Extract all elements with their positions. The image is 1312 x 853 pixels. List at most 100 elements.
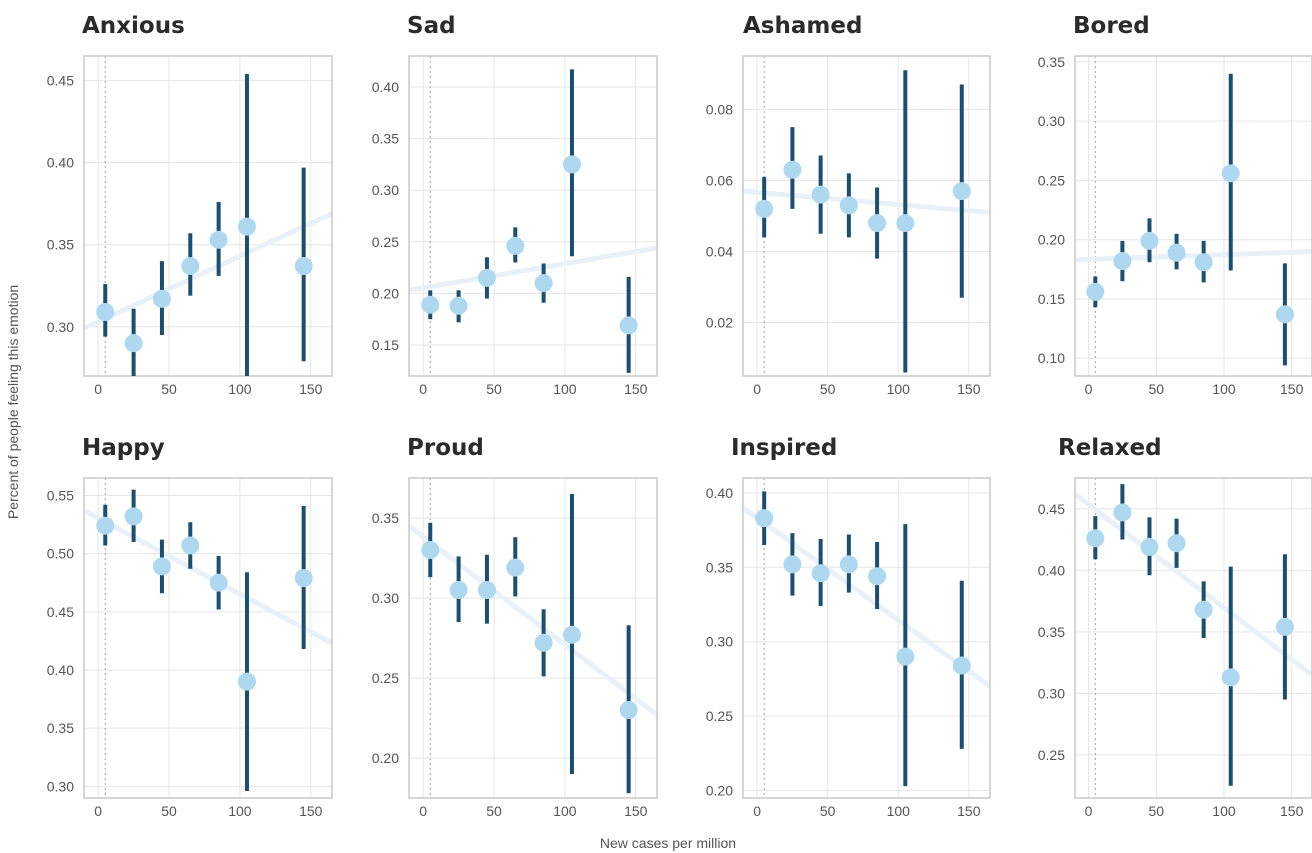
data-point <box>783 160 802 179</box>
panels: 0 50 100 150 0.30 0.35 0.40 0.45 Anxious 0 50 100 15… <box>47 13 1312 819</box>
x-tick-label: 100 <box>1212 803 1236 819</box>
data-point <box>124 507 143 526</box>
x-tick-label: 150 <box>299 381 323 397</box>
panel-title: Bored <box>1073 13 1150 39</box>
x-tick-label: 0 <box>419 803 427 819</box>
x-tick-label: 50 <box>820 803 836 819</box>
y-tick-label: 0.35 <box>372 131 399 147</box>
data-point <box>755 509 774 528</box>
y-tick-label: 0.04 <box>706 244 733 260</box>
y-tick-label: 0.30 <box>47 319 74 335</box>
panel-frame <box>408 55 658 377</box>
data-point <box>896 214 915 233</box>
data-point <box>294 569 313 588</box>
panel-frame <box>408 477 658 799</box>
data-point <box>1113 252 1132 271</box>
x-tick-label: 0 <box>1085 381 1093 397</box>
trend-line <box>1075 249 1312 263</box>
panel-relaxed: 0 50 100 150 0.25 0.30 0.35 0.40 0.45 Relaxed <box>1038 435 1312 819</box>
data-point <box>181 257 200 276</box>
y-tick-label: 0.55 <box>47 487 74 503</box>
x-tick-label: 100 <box>553 381 577 397</box>
x-tick-label: 150 <box>957 803 981 819</box>
data-point <box>1140 231 1159 250</box>
panel-frame <box>1074 477 1312 799</box>
y-tick-label: 0.15 <box>372 337 399 353</box>
y-tick-label: 0.40 <box>1038 562 1065 578</box>
data-point <box>294 257 313 276</box>
panel-title: Inspired <box>731 435 837 461</box>
panel-proud: 0 50 100 150 0.20 0.25 0.30 0.35 Proud <box>372 435 658 819</box>
x-tick-label: 100 <box>228 381 252 397</box>
y-tick-label: 0.06 <box>706 172 733 188</box>
y-tick-label: 0.45 <box>1038 501 1065 517</box>
y-tick-label: 0.40 <box>47 662 74 678</box>
panel-title: Happy <box>82 435 165 461</box>
data-point <box>952 182 971 201</box>
y-tick-label: 0.30 <box>372 590 399 606</box>
y-tick-label: 0.25 <box>1038 172 1065 188</box>
y-tick-label: 0.40 <box>706 485 733 501</box>
panel-happy: 0 50 100 150 0.30 0.35 0.40 0.45 0.50 0.55 Happy <box>47 435 333 819</box>
y-tick-label: 0.20 <box>1038 232 1065 248</box>
data-point <box>839 555 858 574</box>
data-point <box>783 555 802 574</box>
x-axis-label: New cases per million <box>600 835 736 851</box>
data-point <box>534 633 553 652</box>
x-tick-label: 0 <box>94 381 102 397</box>
panel-title: Sad <box>407 13 456 39</box>
y-tick-label: 0.20 <box>706 783 733 799</box>
data-point <box>562 625 581 644</box>
data-point <box>562 155 581 174</box>
data-point <box>1167 534 1186 553</box>
x-tick-label: 100 <box>1212 381 1236 397</box>
data-point <box>449 296 468 315</box>
data-point <box>237 672 256 691</box>
data-point <box>1086 282 1105 301</box>
panel-frame <box>742 477 991 799</box>
x-tick-label: 150 <box>624 381 648 397</box>
data-point <box>896 647 915 666</box>
y-tick-label: 0.30 <box>706 634 733 650</box>
x-tick-label: 50 <box>486 381 502 397</box>
y-tick-label: 0.30 <box>1038 685 1065 701</box>
x-tick-label: 100 <box>553 803 577 819</box>
data-point <box>868 214 887 233</box>
data-point <box>811 564 830 583</box>
y-tick-label: 0.02 <box>706 315 733 331</box>
panel-bored: 0 50 100 150 0.10 0.15 0.20 0.25 0.30 0.35 Bored <box>1038 13 1312 397</box>
data-point <box>1194 253 1213 272</box>
y-tick-label: 0.35 <box>47 237 74 253</box>
data-point <box>868 567 887 586</box>
trend-line <box>409 245 657 293</box>
data-point <box>96 516 115 535</box>
x-tick-label: 100 <box>228 803 252 819</box>
data-point <box>477 581 496 599</box>
trend-line <box>84 508 332 646</box>
data-point <box>477 268 496 287</box>
data-point <box>152 557 171 576</box>
trend-line <box>743 188 990 215</box>
y-tick-label: 0.08 <box>706 101 733 117</box>
x-tick-label: 0 <box>419 381 427 397</box>
panel-inspired: 0 50 100 150 0.20 0.25 0.30 0.35 0.40 Inspired <box>706 435 991 819</box>
data-point <box>1140 537 1159 556</box>
y-tick-label: 0.15 <box>1038 291 1065 307</box>
data-point <box>1086 529 1105 548</box>
x-tick-label: 50 <box>161 803 177 819</box>
x-tick-label: 0 <box>753 803 761 819</box>
data-point <box>209 230 228 249</box>
trend-line <box>743 505 990 689</box>
x-tick-label: 50 <box>486 803 502 819</box>
trend-line <box>84 211 332 331</box>
data-point <box>1221 164 1240 183</box>
panel-title: Relaxed <box>1058 435 1162 461</box>
y-tick-label: 0.25 <box>1038 747 1065 763</box>
y-tick-label: 0.30 <box>47 778 74 794</box>
data-point <box>209 573 228 592</box>
y-axis-label: Percent of people feeling this emotion <box>5 285 21 519</box>
x-tick-label: 100 <box>887 803 911 819</box>
x-tick-label: 150 <box>299 803 323 819</box>
x-tick-label: 50 <box>1148 381 1164 397</box>
y-tick-label: 0.30 <box>372 182 399 198</box>
